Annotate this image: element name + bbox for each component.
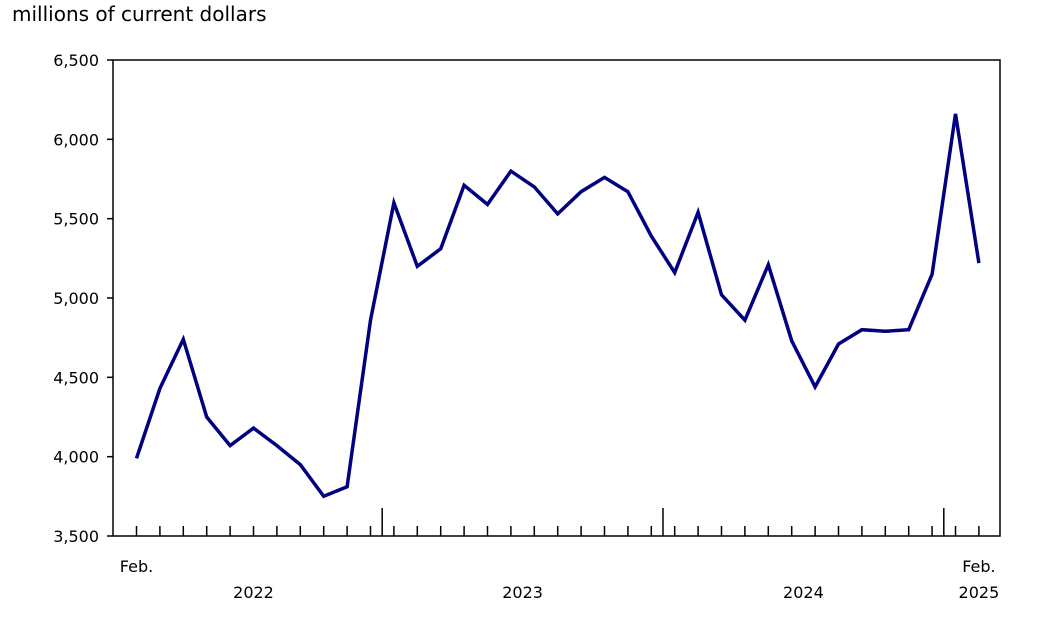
- series-line: [134, 113, 981, 499]
- x-month-label: Feb.: [120, 557, 153, 576]
- plot-frame: [112, 59, 1001, 537]
- y-axis: 3,500 4,000 4,500 5,000 5,500 6,000 6,500: [53, 51, 113, 546]
- y-tick-label: 6,000: [53, 130, 99, 149]
- y-tick-label: 5,000: [53, 289, 99, 308]
- y-tick-label: 3,500: [53, 527, 99, 546]
- x-year-label: 2024: [783, 583, 824, 602]
- x-year-label: 2025: [959, 583, 1000, 602]
- x-axis: Feb. Feb. 2022 2023 2024 2025: [120, 508, 999, 602]
- y-tick-label: 6,500: [53, 51, 99, 70]
- y-tick-label: 4,500: [53, 368, 99, 387]
- y-tick-label: 5,500: [53, 210, 99, 229]
- y-axis-unit-label: millions of current dollars: [12, 2, 267, 26]
- x-year-label: 2022: [233, 583, 274, 602]
- x-year-label: 2023: [502, 583, 543, 602]
- x-month-label: Feb.: [962, 557, 995, 576]
- y-tick-label: 4,000: [53, 448, 99, 467]
